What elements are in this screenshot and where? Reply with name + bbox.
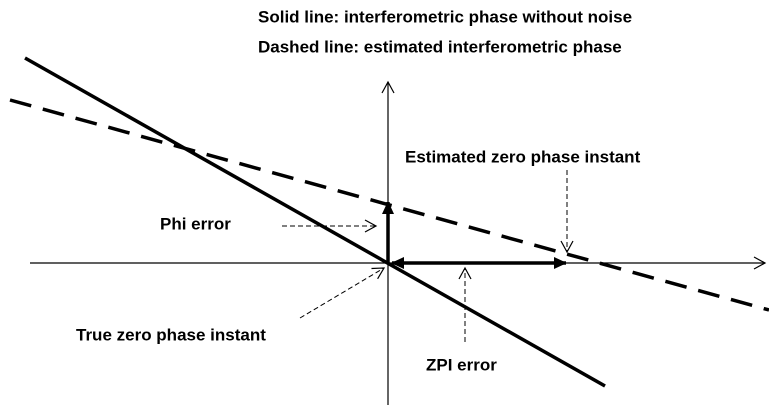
label: Estimated zero phase instant — [405, 147, 641, 166]
legend-text: Dashed line: estimated interferometric p… — [258, 37, 622, 56]
legend-text: Solid line: interferometric phase withou… — [258, 7, 632, 26]
solid-line — [24, 56, 606, 388]
label: ZPI error — [426, 355, 497, 374]
pointer — [299, 267, 386, 319]
label: Phi error — [160, 214, 231, 233]
label: True zero phase instant — [76, 325, 266, 344]
